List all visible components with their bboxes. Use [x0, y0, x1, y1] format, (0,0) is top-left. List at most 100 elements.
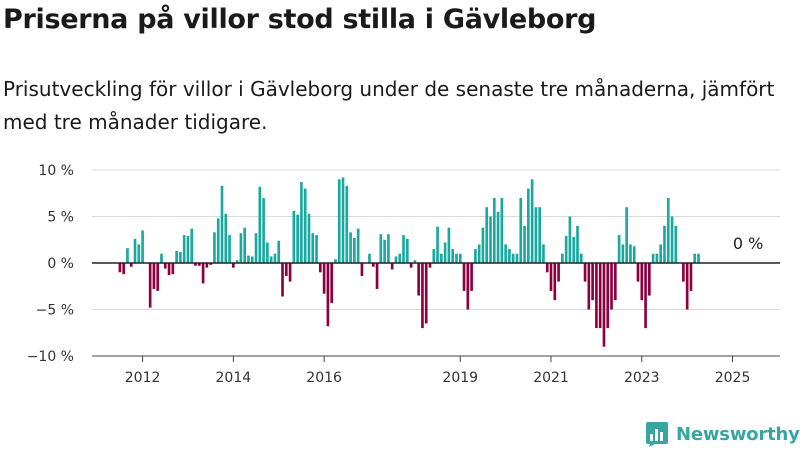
bar: [205, 263, 209, 268]
bar: [118, 263, 122, 273]
bar: [409, 263, 413, 268]
bar: [186, 236, 190, 263]
bar: [432, 249, 436, 263]
x-tick-label: 2016: [306, 370, 342, 386]
bar: [137, 244, 141, 263]
bar: [481, 227, 485, 263]
bar: [477, 244, 481, 263]
bar: [659, 244, 663, 263]
x-tick-label: 2023: [624, 370, 660, 386]
bar: [152, 263, 156, 290]
bar: [697, 253, 700, 263]
bar: [610, 263, 613, 310]
bar: [504, 244, 507, 263]
x-tick-label: 2014: [216, 370, 252, 386]
bar: [353, 237, 356, 263]
bar: [330, 263, 333, 303]
bar: [296, 214, 299, 263]
bar: [458, 253, 462, 263]
bar: [171, 263, 175, 275]
bar: [500, 197, 504, 263]
bar: [315, 235, 318, 263]
y-tick-label: −10 %: [27, 349, 74, 365]
bar: [163, 263, 167, 269]
bar: [398, 253, 402, 263]
bar: [466, 263, 470, 310]
bar: [595, 263, 598, 329]
bar: [277, 240, 281, 263]
bar: [390, 263, 394, 270]
bar: [375, 263, 379, 290]
bar: [194, 263, 197, 266]
bar: [360, 263, 364, 277]
bar: [235, 260, 239, 263]
bar: [337, 179, 341, 263]
bar: [201, 263, 205, 284]
bar: [470, 263, 473, 291]
bar: [644, 263, 647, 329]
bar-chart-logo-icon: [646, 422, 668, 447]
bar: [651, 253, 655, 263]
bar: [421, 263, 424, 329]
bar: [262, 197, 265, 263]
bar: [428, 263, 432, 268]
x-tick-label: 2025: [715, 370, 751, 386]
bar: [341, 177, 345, 263]
y-tick-label: 10 %: [38, 163, 74, 179]
x-tick-label: 2012: [125, 370, 161, 386]
bar: [508, 249, 511, 263]
y-tick-label: 0 %: [47, 256, 74, 272]
bar: [133, 238, 137, 263]
bar: [334, 259, 337, 263]
bar: [175, 250, 178, 263]
bar: [156, 263, 160, 291]
chart-title: Priserna på villor stod stilla i Gävlebo…: [3, 4, 597, 35]
bar: [209, 263, 212, 265]
bar: [254, 233, 258, 263]
bar: [167, 263, 171, 276]
bar: [674, 225, 678, 263]
bar: [368, 253, 371, 263]
bar: [402, 235, 405, 263]
x-tick-label: 2021: [533, 370, 569, 386]
bar: [455, 253, 458, 263]
bar: [424, 263, 428, 324]
bar: [549, 263, 553, 291]
bar: [239, 233, 243, 263]
bar: [413, 260, 417, 263]
bar: [190, 228, 194, 263]
bar: [606, 263, 610, 329]
bar: [345, 185, 349, 263]
bar: [213, 232, 216, 263]
bar: [160, 253, 163, 263]
bar: [496, 211, 500, 263]
bar: [303, 188, 307, 263]
bar: [625, 207, 628, 263]
bar: [281, 263, 284, 297]
bar: [356, 228, 360, 263]
bar: [224, 213, 228, 263]
bar: [179, 251, 182, 263]
bar: [519, 197, 523, 263]
bar: [273, 253, 277, 263]
bar: [379, 234, 383, 263]
bar: [141, 230, 144, 263]
bar: [579, 253, 583, 263]
bar: [666, 197, 670, 263]
bar: [523, 225, 526, 263]
bar: [197, 263, 201, 266]
bar: [511, 253, 515, 263]
bar: [530, 179, 534, 263]
bar: [440, 253, 443, 263]
bar: [655, 253, 659, 263]
newsworthy-logo[interactable]: Newsworthy: [645, 420, 800, 448]
bar: [602, 263, 606, 347]
bar: [311, 233, 315, 263]
brand-name: Newsworthy: [676, 423, 800, 445]
bar: [122, 263, 125, 275]
bar: [288, 263, 292, 282]
bar: [250, 256, 254, 263]
bar: [527, 188, 530, 263]
bar: [576, 225, 579, 263]
bar: [561, 253, 564, 263]
